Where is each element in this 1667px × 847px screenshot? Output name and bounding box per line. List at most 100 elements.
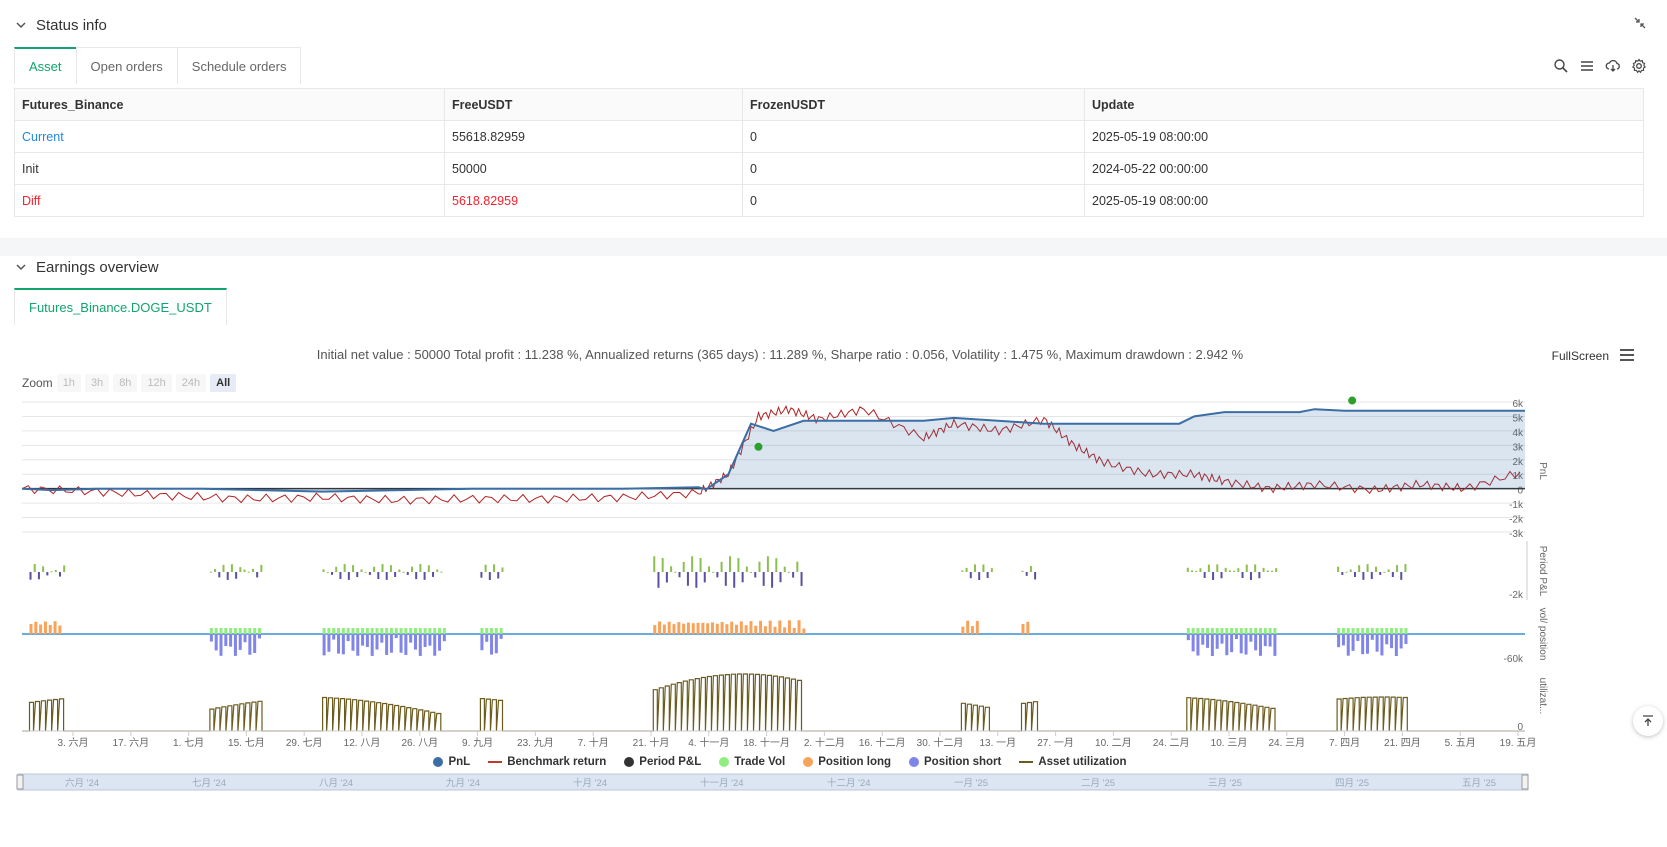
pnl-area bbox=[22, 409, 1525, 492]
trade-vol-bar bbox=[1186, 628, 1190, 634]
chevron-down-icon[interactable] bbox=[14, 18, 28, 32]
period-pnl-bar bbox=[665, 572, 668, 583]
x-tick-label: 10. 二月 bbox=[1095, 737, 1132, 749]
period-pnl-bar bbox=[682, 561, 685, 572]
row-label-current[interactable]: Current bbox=[14, 120, 445, 153]
position-long-bar bbox=[802, 628, 806, 634]
trade-vol-bar bbox=[229, 628, 233, 634]
status-info-header[interactable]: Status info bbox=[14, 14, 107, 36]
position-long-bar bbox=[797, 620, 801, 634]
zoom-all-button[interactable]: All bbox=[210, 374, 237, 392]
trade-vol-bar bbox=[1215, 628, 1219, 634]
axis-title: PnL bbox=[1537, 462, 1548, 480]
position-long-bar bbox=[759, 620, 763, 634]
period-pnl-bar bbox=[1275, 568, 1278, 572]
chevron-down-icon[interactable] bbox=[14, 260, 28, 274]
y-tick-label: -60k bbox=[1504, 654, 1524, 665]
period-pnl-bar bbox=[1245, 564, 1248, 572]
legend-item[interactable]: PnL bbox=[433, 756, 470, 768]
position-short-bar bbox=[1385, 634, 1389, 645]
trade-vol-bar bbox=[346, 628, 350, 634]
position-long-bar bbox=[739, 621, 743, 634]
trade-vol-bar bbox=[1220, 628, 1224, 634]
cloud-download-icon[interactable] bbox=[1605, 58, 1621, 74]
period-pnl-bar bbox=[1191, 570, 1194, 572]
position-short-bar bbox=[375, 634, 379, 650]
legend-item[interactable]: Asset utilization bbox=[1019, 756, 1127, 768]
period-pnl-bar bbox=[352, 565, 355, 572]
hamburger-menu-icon[interactable] bbox=[1619, 348, 1635, 362]
gear-icon[interactable] bbox=[1631, 58, 1647, 74]
period-pnl-bar bbox=[733, 572, 736, 588]
zoom-12h-button[interactable]: 12h bbox=[141, 374, 172, 392]
period-pnl-bar bbox=[226, 572, 229, 580]
zoom-3h-button[interactable]: 3h bbox=[84, 374, 110, 392]
position-short-bar bbox=[219, 634, 223, 656]
position-short-bar bbox=[248, 634, 252, 655]
tab-asset[interactable]: Asset bbox=[14, 47, 77, 84]
period-pnl-bar bbox=[501, 567, 504, 572]
x-tick-label: 21. 四月 bbox=[1384, 737, 1421, 749]
legend-marker bbox=[909, 757, 920, 767]
zoom-label: Zoom bbox=[22, 376, 53, 390]
position-long-bar bbox=[744, 625, 748, 634]
position-short-bar bbox=[1341, 634, 1345, 646]
chart-legend: PnL Benchmark return Period P&L Trade Vol Po… bbox=[0, 756, 1560, 768]
col-header-update: Update bbox=[1084, 88, 1644, 121]
zoom-24h-button[interactable]: 24h bbox=[175, 374, 207, 392]
period-pnl-bar bbox=[260, 564, 263, 572]
period-pnl-bar bbox=[1353, 572, 1356, 577]
trade-vol-bar bbox=[370, 628, 374, 634]
scroll-top-button[interactable] bbox=[1633, 706, 1663, 736]
period-pnl-bar bbox=[965, 567, 968, 572]
tab-open-orders[interactable]: Open orders bbox=[75, 47, 178, 84]
earnings-overview-header[interactable]: Earnings overview bbox=[14, 256, 159, 278]
position-short-bar bbox=[370, 634, 374, 656]
list-icon[interactable] bbox=[1579, 58, 1595, 74]
position-long-bar bbox=[706, 623, 710, 634]
legend-item[interactable]: Trade Vol bbox=[719, 756, 785, 768]
y-tick-label: 6k bbox=[1512, 399, 1524, 410]
trade-vol-bar bbox=[238, 628, 242, 634]
period-pnl-bar bbox=[360, 569, 363, 572]
trade-vol-bar bbox=[361, 628, 365, 634]
trade-vol-bar bbox=[1196, 628, 1200, 634]
legend-item[interactable]: Period P&L bbox=[624, 756, 701, 768]
period-pnl-bar bbox=[750, 571, 753, 573]
tab-symbol[interactable]: Futures_Binance.DOGE_USDT bbox=[14, 288, 227, 325]
position-short-bar bbox=[428, 634, 432, 646]
trade-vol-bar bbox=[1225, 628, 1229, 634]
trade-vol-bar bbox=[1254, 628, 1258, 634]
zoom-1h-button[interactable]: 1h bbox=[56, 374, 81, 392]
legend-label: Position long bbox=[818, 756, 892, 768]
position-long-bar bbox=[710, 622, 714, 634]
legend-item[interactable]: Position short bbox=[909, 756, 1001, 768]
zoom-8h-button[interactable]: 8h bbox=[113, 374, 138, 392]
x-tick-label: 4. 十一月 bbox=[688, 736, 729, 749]
fullscreen-button[interactable]: FullScreen bbox=[1551, 349, 1609, 363]
trade-vol-bar bbox=[1206, 628, 1210, 634]
trade-vol-bar bbox=[1244, 628, 1248, 634]
period-pnl-bar bbox=[1207, 564, 1210, 572]
earnings-chart[interactable]: 6k 5k 4k 3k 2k 1k 0 -1k -2k -3k PnL -2k Period P&L -6… bbox=[0, 396, 1667, 796]
position-long-bar bbox=[720, 622, 724, 634]
tab-schedule-orders[interactable]: Schedule orders bbox=[176, 47, 302, 84]
position-short-bar bbox=[1337, 634, 1341, 648]
period-pnl-bar bbox=[686, 572, 689, 586]
legend-item[interactable]: Position long bbox=[803, 756, 891, 768]
period-pnl-bar bbox=[974, 564, 977, 572]
period-pnl-bar bbox=[1212, 572, 1215, 580]
period-pnl-bar bbox=[729, 556, 732, 572]
trade-vol-bar bbox=[404, 628, 408, 634]
position-short-bar bbox=[253, 634, 257, 653]
trade-vol-bar bbox=[1210, 628, 1214, 634]
period-pnl-bar bbox=[256, 572, 259, 578]
collapse-icon[interactable] bbox=[1633, 16, 1647, 30]
period-pnl-bar bbox=[37, 572, 40, 580]
search-icon[interactable] bbox=[1553, 58, 1569, 74]
position-short-bar bbox=[322, 634, 326, 656]
period-pnl-bar bbox=[678, 572, 681, 578]
legend-item[interactable]: Benchmark return bbox=[488, 756, 606, 768]
period-pnl-bar bbox=[1270, 570, 1273, 572]
period-pnl-bar bbox=[339, 572, 342, 579]
